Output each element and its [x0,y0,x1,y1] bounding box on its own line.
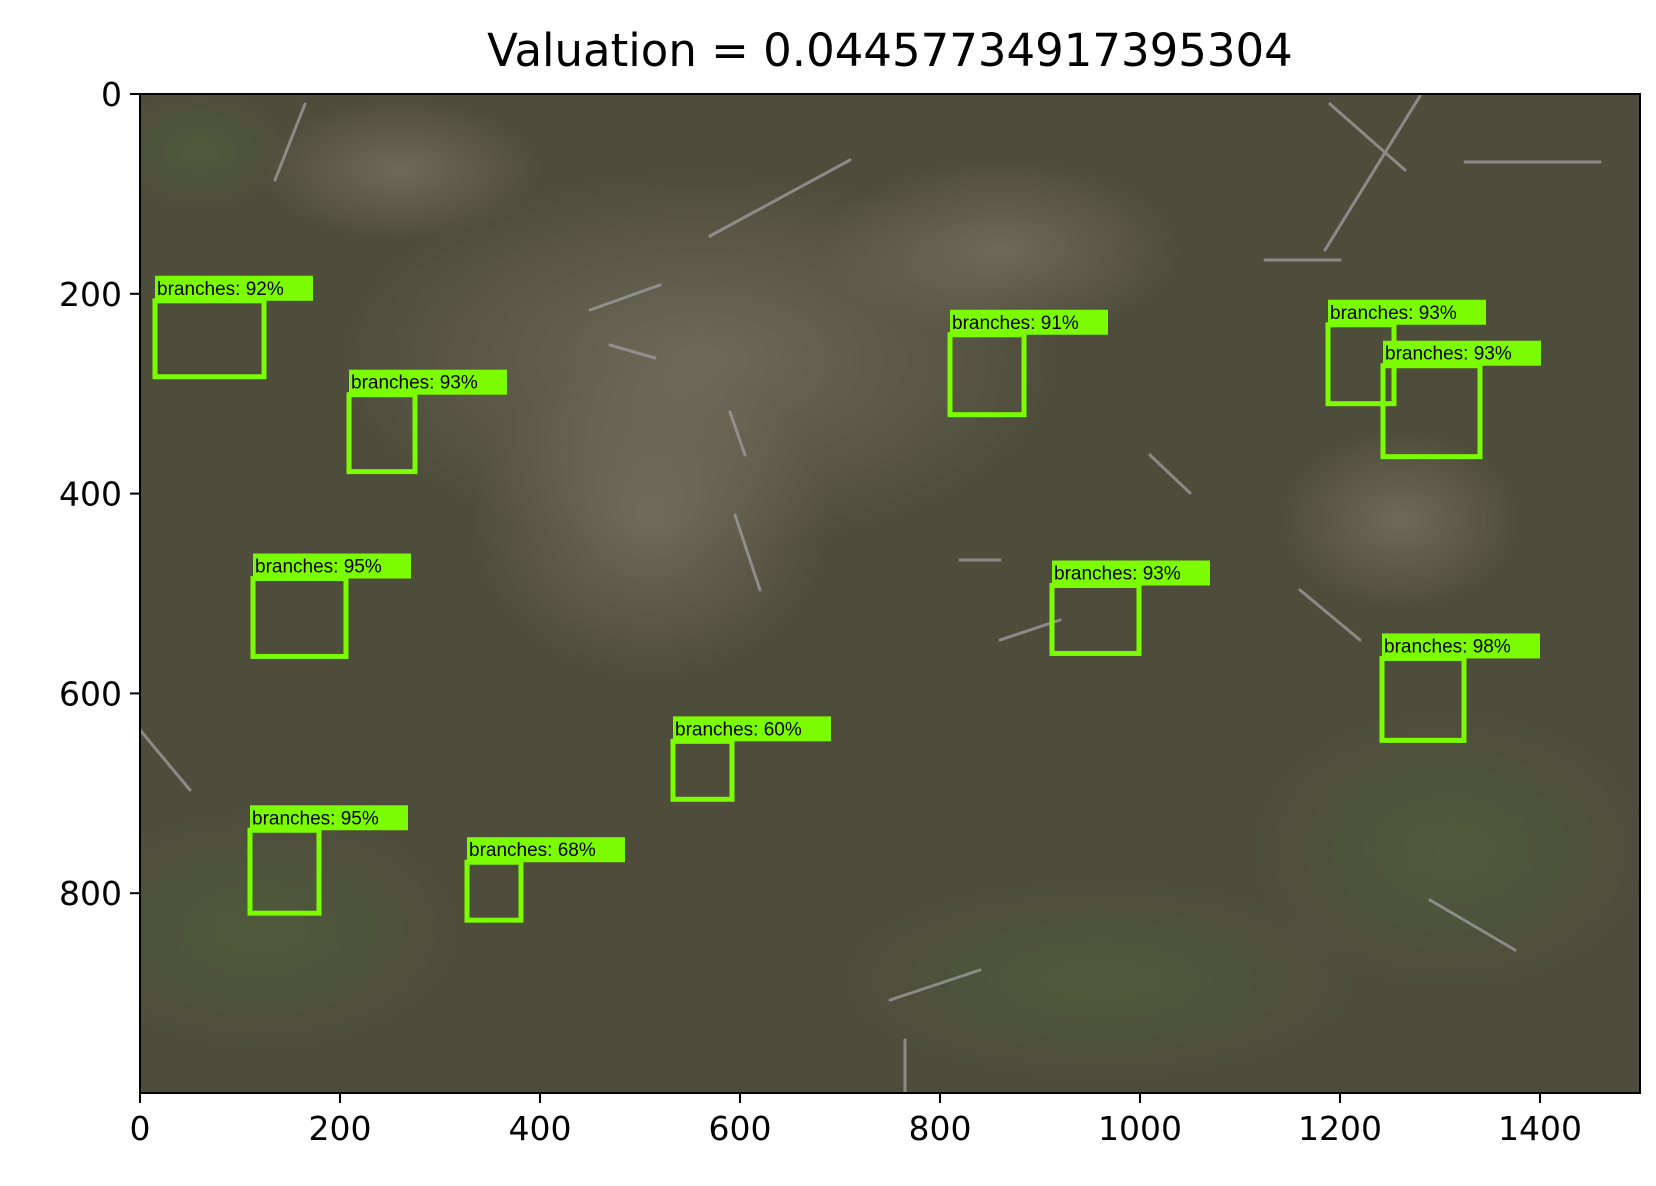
x-tick-label: 1400 [1498,1109,1582,1148]
detection-label: branches: 93% [1054,564,1181,585]
detection-label: branches: 68% [469,840,596,861]
label-background [253,553,411,579]
detection-box: branches: 95% [247,805,408,916]
x-tick-label: 400 [509,1109,572,1148]
detection-box: branches: 93% [1049,560,1210,656]
label-background [1382,633,1540,659]
detection-box: branches: 93% [1380,340,1541,460]
detection-label: branches: 93% [1385,344,1512,365]
label-background [250,805,408,831]
plot-title: Valuation = 0.04457734917395304 [487,24,1293,77]
x-tick-label: 1200 [1298,1109,1382,1148]
x-tick-label: 200 [309,1109,372,1148]
detection-box: branches: 95% [250,553,411,659]
x-tick-label: 0 [130,1109,151,1148]
detection-box: branches: 91% [947,309,1108,418]
aerial-photo [140,94,1640,1093]
detection-box: branches: 98% [1379,633,1540,743]
label-background [349,369,507,395]
detection-box: branches: 68% [464,837,625,923]
axes-frame [139,93,1641,1094]
detection-label: branches: 91% [952,313,1079,334]
y-tick-label: 400 [59,475,122,514]
detection-box: branches: 92% [152,275,313,380]
label-background [1383,340,1541,366]
label-background [1052,560,1210,586]
x-tick-label: 600 [709,1109,772,1148]
detection-label: branches: 60% [675,719,802,740]
detection-box: branches: 93% [1325,299,1486,407]
y-tick-label: 600 [59,674,122,713]
y-tick-label: 200 [59,275,122,314]
y-tick-label: 0 [101,75,122,114]
detection-overlays: branches: 92% branches: 93% branches: 91% b… [152,275,1541,923]
detection-label: branches: 92% [157,279,284,300]
x-tick-label: 1000 [1098,1109,1182,1148]
detection-label: branches: 93% [351,373,478,394]
y-tick-label: 800 [59,874,122,913]
detection-label: branches: 95% [255,557,382,578]
detection-label: branches: 98% [1384,636,1511,657]
label-background [673,716,831,742]
label-background [155,275,313,301]
label-background [1328,299,1486,325]
label-background [950,309,1108,335]
x-tick-label: 800 [909,1109,972,1148]
detection-box: branches: 93% [346,369,507,475]
detection-label: branches: 93% [1330,303,1457,324]
detection-box: branches: 60% [670,716,831,802]
y-axis: 0 200 400 600 800 [59,75,140,913]
x-axis: 0 200 400 600 800 1000 1200 1400 [130,1093,1582,1148]
detection-label: branches: 95% [252,808,379,829]
label-background [467,837,625,863]
